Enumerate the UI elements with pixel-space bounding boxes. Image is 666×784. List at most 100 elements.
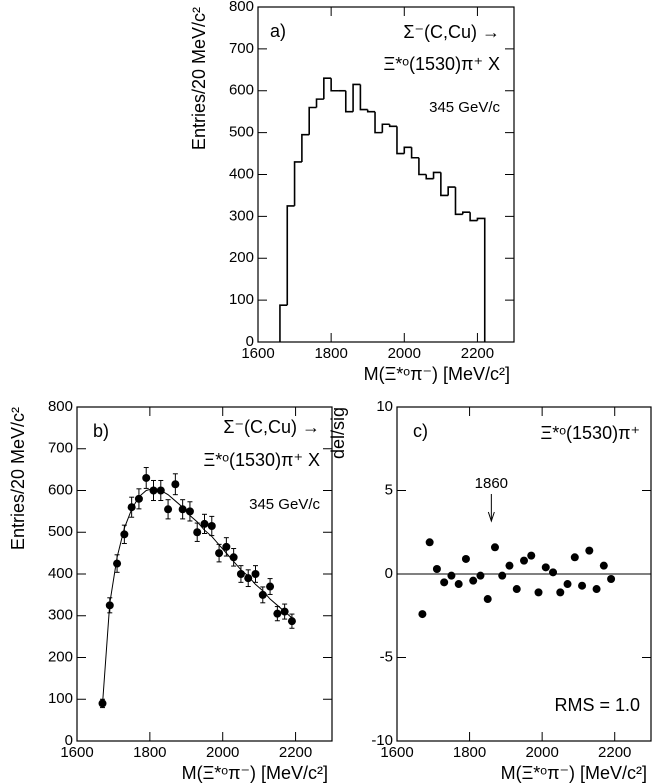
data-point bbox=[490, 543, 499, 552]
histogram-bin bbox=[462, 211, 471, 215]
y-axis-title: del/sig bbox=[328, 407, 348, 459]
histogram-bin bbox=[293, 161, 302, 206]
histogram-bin bbox=[432, 171, 441, 179]
histogram-bin bbox=[308, 106, 317, 135]
annotation: RMS = 1.0 bbox=[554, 695, 640, 715]
data-point bbox=[556, 588, 565, 597]
x-tick-label: 1800 bbox=[133, 744, 166, 761]
data-point bbox=[425, 538, 434, 547]
y-tick-label: 300 bbox=[229, 207, 254, 224]
data-point bbox=[592, 585, 601, 594]
annotation: 345 GeV/c bbox=[429, 99, 500, 116]
data-point bbox=[454, 580, 463, 589]
data-point bbox=[164, 505, 173, 514]
y-tick-label: 0 bbox=[65, 732, 73, 749]
data-point bbox=[98, 699, 107, 708]
data-point bbox=[200, 519, 209, 528]
histogram-bin bbox=[366, 109, 376, 113]
data-point bbox=[585, 546, 594, 555]
data-point bbox=[432, 564, 441, 573]
data-point bbox=[512, 585, 521, 594]
y-tick-label: -10 bbox=[371, 732, 393, 749]
y-tick-label: 800 bbox=[48, 398, 73, 415]
data-point bbox=[215, 549, 224, 558]
histogram-bin bbox=[388, 124, 397, 128]
data-point bbox=[156, 486, 165, 495]
data-point bbox=[236, 570, 245, 578]
data-point bbox=[570, 553, 579, 562]
data-point bbox=[134, 494, 143, 503]
y-tick-label: 800 bbox=[229, 0, 254, 15]
data-point bbox=[578, 581, 587, 590]
panel-label: c) bbox=[413, 421, 428, 441]
x-tick-label: 2000 bbox=[525, 744, 558, 761]
data-point bbox=[476, 571, 485, 580]
histogram-bin bbox=[381, 123, 390, 133]
data-point bbox=[258, 590, 267, 599]
y-tick-label: 600 bbox=[229, 82, 254, 99]
data-point bbox=[534, 588, 543, 597]
histogram-bin bbox=[403, 146, 412, 154]
x-axis-title: M(Ξ*ᵒπ⁻) [MeV/c²] bbox=[364, 364, 510, 384]
arrow-head bbox=[487, 511, 495, 523]
annotation: Σ⁻(C,Cu) → bbox=[223, 417, 320, 437]
data-point bbox=[171, 480, 180, 489]
x-tick-label: 1600 bbox=[241, 345, 274, 362]
annotation: Ξ*ᵒ(1530)π⁺ X bbox=[204, 450, 320, 470]
annotation: Ξ*ᵒ(1530)π⁺ bbox=[541, 423, 640, 443]
y-tick-label: 200 bbox=[48, 648, 73, 665]
data-point bbox=[541, 563, 550, 572]
data-point bbox=[207, 521, 216, 530]
data-point bbox=[266, 582, 275, 591]
panel-label: a) bbox=[270, 21, 286, 41]
y-tick-label: 0 bbox=[385, 565, 393, 582]
data-point bbox=[142, 473, 151, 482]
data-point bbox=[440, 578, 449, 587]
y-axis-title: Entries/20 MeV/c² bbox=[189, 7, 209, 150]
x-tick-label: 1600 bbox=[380, 744, 413, 761]
histogram-bin bbox=[425, 174, 434, 180]
data-point bbox=[149, 486, 158, 495]
data-point bbox=[447, 571, 456, 580]
data-point bbox=[127, 503, 136, 512]
data-point bbox=[280, 607, 289, 616]
histogram-bin bbox=[352, 83, 361, 112]
data-point bbox=[193, 528, 202, 537]
histogram-bin bbox=[396, 126, 405, 155]
data-point bbox=[549, 568, 558, 577]
y-tick-label: 500 bbox=[48, 523, 73, 540]
data-point bbox=[287, 617, 296, 626]
y-tick-label: 700 bbox=[48, 440, 73, 457]
data-point bbox=[461, 554, 470, 563]
data-point bbox=[607, 575, 616, 584]
data-point bbox=[222, 542, 231, 551]
panel-label: b) bbox=[93, 421, 109, 441]
x-tick-label: 1600 bbox=[60, 744, 93, 761]
histogram-bin bbox=[279, 304, 288, 342]
y-tick-label: 5 bbox=[385, 481, 393, 498]
arrow-label: 1860 bbox=[475, 475, 508, 492]
histogram-bin bbox=[286, 205, 295, 306]
annotation: Σ⁻(C,Cu) → bbox=[403, 22, 500, 42]
data-point bbox=[498, 571, 507, 580]
y-tick-label: 100 bbox=[48, 690, 73, 707]
annotation: Ξ*ᵒ(1530)π⁺ X bbox=[384, 54, 500, 74]
y-tick-label: 10 bbox=[376, 398, 393, 415]
data-point bbox=[120, 530, 129, 539]
data-point bbox=[178, 505, 187, 514]
x-axis-title: M(Ξ*ᵒπ⁻) [MeV/c²] bbox=[182, 763, 328, 783]
data-point bbox=[251, 570, 260, 578]
data-point bbox=[185, 507, 194, 516]
x-tick-label: 2200 bbox=[461, 345, 494, 362]
histogram-bin bbox=[447, 186, 456, 196]
x-axis-title: M(Ξ*ᵒπ⁻) [MeV/c²] bbox=[501, 763, 647, 783]
data-point bbox=[505, 561, 514, 570]
data-point bbox=[418, 610, 427, 619]
histogram-bin bbox=[374, 111, 383, 134]
y-axis-title: Entries/20 MeV/c² bbox=[8, 407, 28, 550]
histogram-bin bbox=[359, 84, 368, 111]
histogram-bin bbox=[469, 212, 478, 222]
data-point bbox=[273, 609, 282, 618]
x-tick-label: 1800 bbox=[453, 744, 486, 761]
